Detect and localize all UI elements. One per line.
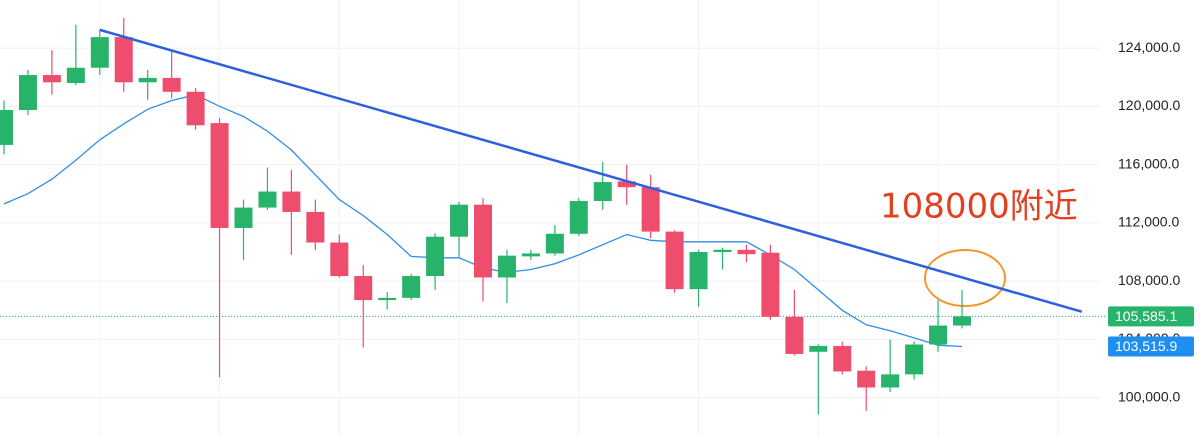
candle-body	[18, 75, 37, 110]
y-tick-label: 116,000.0	[1118, 155, 1179, 171]
candle-body	[809, 345, 828, 352]
candle-body	[426, 236, 445, 277]
y-tick-label: 112,000.0	[1118, 214, 1179, 230]
price-label: 103,515.9	[1115, 338, 1177, 354]
candle-body	[761, 252, 780, 317]
candle-body	[138, 77, 157, 83]
candle-body	[665, 231, 684, 290]
candle-body	[282, 191, 301, 212]
candle-body	[953, 316, 971, 326]
candle-body	[90, 37, 109, 68]
candle-body	[689, 252, 708, 290]
candle-body	[402, 276, 421, 298]
candle-body	[210, 123, 229, 228]
candle-body	[929, 325, 948, 345]
candle-body	[497, 255, 516, 278]
candle-body	[857, 370, 876, 388]
price-label-box	[1108, 336, 1194, 357]
candle-body	[186, 91, 205, 126]
candle-body	[833, 345, 852, 372]
candle-body	[474, 204, 492, 278]
candle-body	[378, 297, 397, 301]
y-tick-label: 120,000.0	[1118, 97, 1180, 113]
annotation: 108000附近	[880, 187, 1078, 227]
candle-body	[42, 75, 61, 83]
y-tick-label: 108,000.0	[1118, 272, 1180, 288]
candle-body	[450, 204, 469, 237]
y-tick-label: 100,000.0	[1118, 388, 1180, 404]
candle-body	[617, 181, 636, 188]
candle-body	[521, 253, 540, 257]
candle-body	[0, 109, 13, 145]
candle-body	[737, 249, 756, 255]
candle-body	[330, 242, 349, 277]
candle-body	[66, 67, 85, 84]
candle-body	[545, 233, 564, 254]
y-tick-label: 124,000.0	[1118, 39, 1180, 55]
candle-body	[258, 191, 277, 208]
candle-body	[306, 211, 325, 243]
highlight-ellipse	[924, 249, 1006, 307]
candle-body	[593, 182, 612, 202]
candle-body	[641, 187, 660, 232]
price-label-box	[1108, 306, 1194, 327]
candle-body	[162, 77, 181, 92]
candle-body	[569, 201, 588, 234]
candle-body	[785, 316, 804, 354]
candle-body	[114, 37, 133, 83]
candle-body	[713, 249, 732, 253]
candle-body	[234, 207, 253, 228]
candle-body	[881, 374, 900, 388]
candle-body	[905, 344, 924, 375]
price-label: 105,585.1	[1115, 308, 1177, 324]
candle-body	[354, 276, 373, 301]
trendline	[99, 28, 1083, 313]
